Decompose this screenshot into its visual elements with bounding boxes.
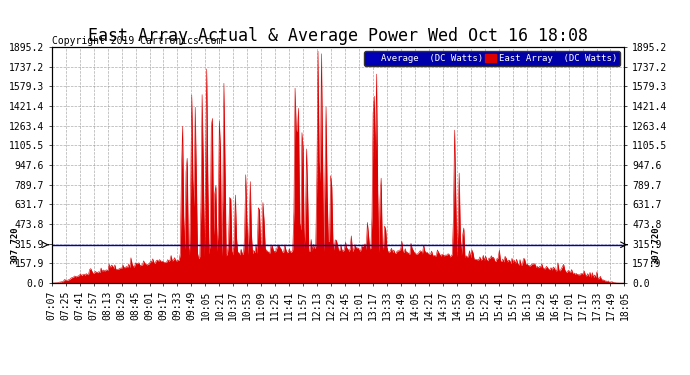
Title: East Array Actual & Average Power Wed Oct 16 18:08: East Array Actual & Average Power Wed Oc… bbox=[88, 27, 588, 45]
Legend: Average  (DC Watts), East Array  (DC Watts): Average (DC Watts), East Array (DC Watts… bbox=[364, 51, 620, 66]
Text: 307.720: 307.720 bbox=[651, 226, 660, 264]
Text: 307.720: 307.720 bbox=[10, 226, 19, 264]
Text: Copyright 2019 Cartronics.com: Copyright 2019 Cartronics.com bbox=[52, 36, 222, 46]
